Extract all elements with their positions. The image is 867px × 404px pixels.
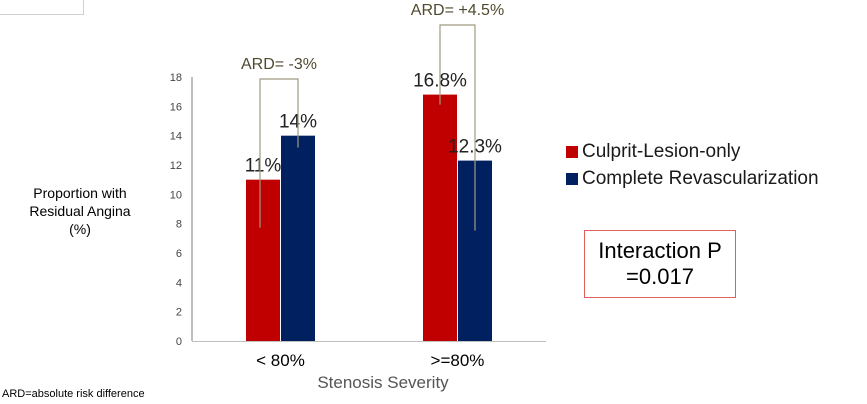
y-tick-label: 12 — [170, 160, 182, 172]
legend-label-complete: Complete Revascularization — [582, 167, 819, 189]
ard-label: ARD= -3% — [241, 56, 317, 73]
footnote: ARD=absolute risk difference — [2, 388, 145, 400]
bar-culprit-1 — [423, 94, 457, 341]
interaction-p-label: Interaction P — [598, 238, 722, 263]
y-axis-label: Proportion with Residual Angina (%) — [29, 185, 131, 237]
ard-label: ARD= +4.5% — [411, 2, 504, 19]
y-tick-label: 14 — [170, 131, 182, 143]
legend-item-culprit: Culprit-Lesion-only — [566, 138, 819, 165]
y-tick-label: 0 — [176, 336, 182, 348]
bar-complete-0 — [281, 135, 315, 341]
y-tick-label: 18 — [170, 72, 182, 84]
y-tick-label: 10 — [170, 189, 182, 201]
y-tick-label: 6 — [176, 248, 182, 260]
legend-label-culprit: Culprit-Lesion-only — [582, 140, 741, 162]
legend-swatch-complete — [566, 172, 578, 185]
legend-item-complete: Complete Revascularization — [566, 165, 819, 192]
y-tick-label: 8 — [176, 219, 182, 231]
x-axis-title: Stenosis Severity — [317, 373, 449, 392]
data-label: 11% — [245, 156, 282, 177]
y-tick-label: 2 — [176, 307, 182, 319]
corner-tab — [0, 0, 84, 15]
legend-swatch-culprit — [566, 145, 578, 158]
ard-bracket — [259, 78, 299, 228]
y-tick-label: 16 — [170, 101, 182, 113]
bar-culprit-0 — [246, 179, 280, 341]
legend: Culprit-Lesion-only Complete Revasculari… — [566, 138, 819, 192]
interaction-p-box: Interaction P =0.017 — [584, 230, 736, 298]
y-tick-label: 4 — [176, 277, 182, 289]
ard-bracket — [439, 24, 476, 231]
interaction-p-value: =0.017 — [626, 264, 694, 289]
x-tick-label: < 80% — [256, 351, 305, 370]
x-tick-label: >=80% — [431, 351, 485, 370]
